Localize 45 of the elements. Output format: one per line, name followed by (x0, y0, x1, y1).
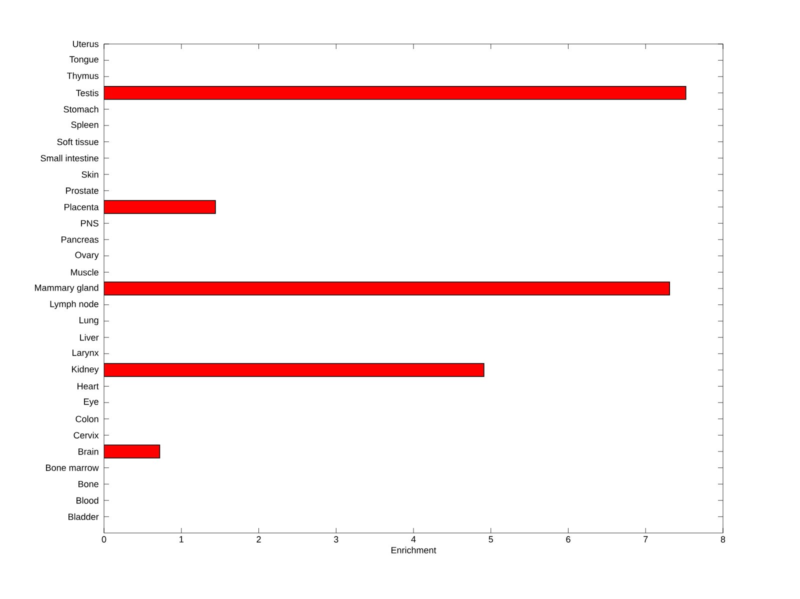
bar (104, 86, 686, 100)
x-tick-label: 4 (411, 536, 416, 542)
y-tick-label: Larynx (72, 350, 99, 358)
y-tick-label: Bone (78, 480, 98, 488)
x-axis-title: Enrichment (391, 546, 436, 554)
y-tick-label: Lymph node (50, 300, 98, 309)
bar (104, 363, 484, 377)
y-tick-label: Liver (80, 334, 99, 341)
x-tick-label: 1 (180, 536, 184, 542)
y-tick-label: Bladder (68, 513, 99, 520)
y-tick-label: Prostate (66, 188, 98, 194)
x-tick-label: 5 (488, 536, 493, 542)
bar (104, 282, 670, 296)
y-tick-label: Eye (84, 398, 98, 407)
y-tick-label: Soft tissue (57, 138, 98, 146)
y-tick-label: Pancreas (62, 236, 98, 243)
y-tick-label: Testis (76, 90, 98, 96)
y-tick-label: Muscle (71, 268, 98, 276)
x-tick-label: 8 (720, 536, 726, 543)
y-tick-label: Placenta (64, 204, 99, 210)
y-tick-label: Uterus (72, 40, 98, 48)
y-tick-label: Tongue (69, 56, 98, 64)
bar (104, 200, 216, 214)
y-tick-label: Lung (80, 317, 98, 326)
x-tick-label: 6 (566, 536, 570, 543)
x-tick-label: 0 (102, 536, 106, 543)
y-tick-label: Stomach (64, 106, 98, 113)
y-tick-label: Blood (76, 497, 98, 504)
y-tick-label: PNS (81, 220, 98, 226)
x-tick-label: 7 (644, 536, 648, 542)
y-tick-label: Brain (78, 448, 98, 455)
bar (104, 444, 160, 458)
y-tick-label: Small intestine (40, 154, 98, 162)
x-tick-label: 2 (256, 536, 261, 542)
y-tick-label: Mammary gland (35, 284, 98, 293)
y-tick-label: Bone marrow (46, 464, 99, 471)
y-tick-label: Skin (82, 171, 98, 178)
y-tick-label: Heart (78, 383, 99, 390)
y-tick-label: Ovary (75, 252, 99, 260)
y-tick-label: Colon (76, 416, 98, 422)
y-tick-label: Kidney (72, 366, 99, 374)
y-tick-label: Cervix (74, 432, 99, 438)
y-tick-label: Thymus (67, 72, 98, 81)
y-tick-label: Spleen (71, 121, 98, 130)
x-tick-label: 3 (334, 536, 338, 543)
